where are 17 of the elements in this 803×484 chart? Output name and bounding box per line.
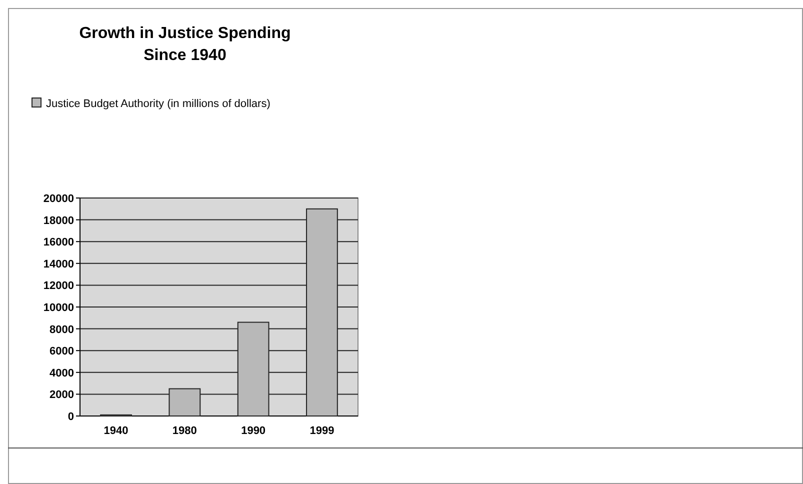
y-tick-label: 10000 [43, 302, 74, 314]
y-tick-label: 6000 [50, 346, 74, 358]
y-tick-label: 8000 [50, 324, 74, 336]
y-tick-label: 16000 [43, 236, 74, 249]
x-tick-label: 1999 [310, 425, 334, 437]
y-tick-label: 4000 [50, 367, 74, 380]
y-tick-label: 18000 [43, 214, 74, 227]
legend-label: Justice Budget Authority (in millions of dollars) [46, 98, 270, 110]
chart-title: Growth in Justice Spending Since 1940 [79, 25, 291, 64]
y-tick-label: 0 [68, 411, 74, 423]
x-tick-label: 1980 [172, 425, 197, 437]
y-tick-label: 14000 [43, 258, 74, 270]
x-tick-label: 1990 [241, 425, 266, 437]
y-tick-label: 2000 [50, 389, 74, 402]
y-tick-label: 12000 [43, 280, 74, 292]
x-tick-label: 1940 [104, 425, 128, 437]
y-tick-label: 20000 [43, 193, 74, 205]
